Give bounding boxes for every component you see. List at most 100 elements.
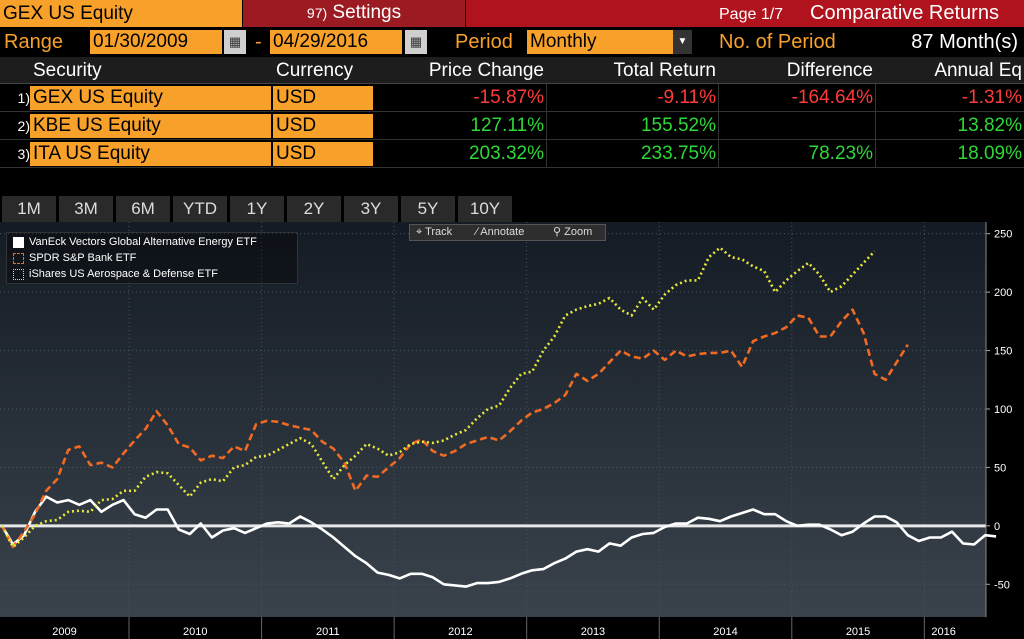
y-tick-label: 250 [994, 229, 1012, 241]
currency-cell[interactable]: USD [273, 114, 373, 138]
x-tick-label: 2009 [52, 626, 76, 638]
start-date-input[interactable]: 01/30/2009 [90, 30, 222, 54]
annual-eq-cell: -1.31% [961, 87, 1022, 108]
annual-eq-cell: 13.82% [957, 115, 1022, 136]
legend-item[interactable]: SPDR S&P Bank ETF [13, 251, 136, 266]
start-calendar-icon[interactable]: ▦ [224, 30, 246, 54]
col-header-annual-eq[interactable]: Annual Eq [934, 60, 1022, 81]
y-tick-label: -50 [994, 579, 1010, 591]
ticker-field[interactable]: GEX US Equity [0, 0, 242, 27]
column-divider [546, 140, 547, 168]
legend-label: SPDR S&P Bank ETF [29, 252, 137, 264]
annotate-label: Annotate [480, 226, 525, 238]
column-divider [875, 84, 876, 112]
total-return-cell: 155.52% [640, 115, 716, 136]
track-tool[interactable]: ⌖ Track [416, 225, 452, 240]
price-change-cell: -15.87% [473, 87, 544, 108]
returns-table: Security Currency Price Change Total Ret… [0, 57, 1024, 168]
y-tick-label: 200 [994, 287, 1012, 299]
col-header-price-change[interactable]: Price Change [428, 60, 544, 81]
table-row[interactable]: 3) ITA US Equity USD 203.32% 233.75% 78.… [0, 140, 1024, 168]
screen-title: Comparative Returns [810, 2, 999, 24]
row-number: 2) [17, 118, 30, 134]
column-divider [546, 84, 547, 112]
legend-label: iShares US Aerospace & Defense ETF [29, 268, 218, 280]
period-button-3m[interactable]: 3M [59, 196, 114, 222]
num-periods-label: No. of Period [719, 31, 836, 53]
settings-button[interactable]: 97) Settings [243, 0, 465, 27]
header-strip [466, 0, 1024, 27]
x-tick-label: 2015 [846, 626, 870, 638]
zoom-tool[interactable]: ⚲ Zoom [553, 225, 592, 240]
security-cell[interactable]: ITA US Equity [30, 142, 271, 166]
period-label: Period [455, 31, 513, 53]
column-divider [875, 112, 876, 140]
period-button-2y[interactable]: 2Y [287, 196, 342, 222]
period-button-ytd[interactable]: YTD [173, 196, 228, 222]
x-tick-label: 2011 [316, 626, 340, 638]
x-tick-label: 2010 [183, 626, 207, 638]
difference-cell: 78.23% [808, 143, 873, 164]
column-divider [875, 140, 876, 168]
chevron-down-icon[interactable]: ▼ [673, 30, 692, 54]
series-line [0, 495, 997, 588]
legend-item[interactable]: VanEck Vectors Global Alternative Energy… [13, 235, 257, 250]
total-return-cell: 233.75% [640, 143, 716, 164]
series-line [0, 246, 876, 549]
legend-swatch [13, 269, 24, 280]
col-header-security[interactable]: Security [33, 60, 102, 81]
annotate-tool[interactable]: ∕ Annotate [476, 225, 524, 240]
table-header: Security Currency Price Change Total Ret… [0, 57, 1024, 84]
col-header-difference[interactable]: Difference [786, 60, 873, 81]
settings-shortcut-number: 97) [306, 5, 328, 21]
pencil-icon: ∕ [476, 226, 478, 238]
chart-canvas: 250 200 150 100 50 0 -50 2009 2010 2011 2012 2013 2… [0, 222, 1024, 639]
period-button-1y[interactable]: 1Y [230, 196, 285, 222]
difference-cell [720, 112, 873, 140]
period-button-6m[interactable]: 6M [116, 196, 171, 222]
zoom-label: Zoom [564, 226, 593, 238]
y-tick-label: 100 [994, 404, 1012, 416]
col-header-total-return[interactable]: Total Return [613, 60, 716, 81]
column-divider [718, 84, 719, 112]
legend-label: VanEck Vectors Global Alternative Energy… [29, 236, 257, 248]
security-cell[interactable]: KBE US Equity [30, 114, 271, 138]
security-cell[interactable]: GEX US Equity [30, 86, 271, 110]
y-tick-label: 150 [994, 346, 1012, 358]
period-button-3y[interactable]: 3Y [344, 196, 399, 222]
row-number: 3) [17, 146, 30, 162]
price-change-cell: 203.32% [468, 143, 544, 164]
difference-cell: -164.64% [791, 87, 873, 108]
x-tick-label: 2016 [931, 626, 955, 638]
end-calendar-icon[interactable]: ▦ [405, 30, 427, 54]
y-tick-label: 0 [994, 521, 1000, 533]
settings-label: Settings [332, 2, 402, 23]
crosshair-icon: ⌖ [416, 226, 423, 238]
period-button-1m[interactable]: 1M [2, 196, 57, 222]
y-axis-background [986, 222, 1024, 639]
period-button-10y[interactable]: 10Y [458, 196, 513, 222]
num-periods-value: 87 Month(s) [911, 31, 1018, 53]
price-change-cell: 127.11% [470, 115, 544, 136]
table-row[interactable]: 2) KBE US Equity USD 127.11% 155.52% 13.… [0, 112, 1024, 140]
end-date-input[interactable]: 04/29/2016 [270, 30, 402, 54]
currency-cell[interactable]: USD [273, 142, 373, 166]
title-bar: GEX US Equity 97) Settings Page 1/7 Comp… [0, 0, 1024, 28]
range-label: Range [4, 31, 63, 53]
magnifier-icon: ⚲ [553, 226, 562, 238]
track-label: Track [425, 226, 453, 238]
range-dash: - [255, 31, 262, 53]
table-row[interactable]: 1) GEX US Equity USD -15.87% -9.11% -164… [0, 84, 1024, 112]
period-select[interactable]: Monthly [527, 30, 673, 54]
page-indicator[interactable]: Page 1/7 [719, 6, 784, 23]
x-tick-label: 2013 [581, 626, 605, 638]
returns-chart[interactable]: 250 200 150 100 50 0 -50 2009 2010 2011 2012 2013 2… [0, 222, 1024, 639]
col-header-currency[interactable]: Currency [276, 60, 354, 81]
period-button-5y[interactable]: 5Y [401, 196, 456, 222]
currency-cell[interactable]: USD [273, 86, 373, 110]
column-divider [718, 112, 719, 140]
x-axis-background [0, 617, 986, 639]
column-divider [718, 140, 719, 168]
column-divider [546, 112, 547, 140]
legend-item[interactable]: iShares US Aerospace & Defense ETF [13, 267, 218, 282]
